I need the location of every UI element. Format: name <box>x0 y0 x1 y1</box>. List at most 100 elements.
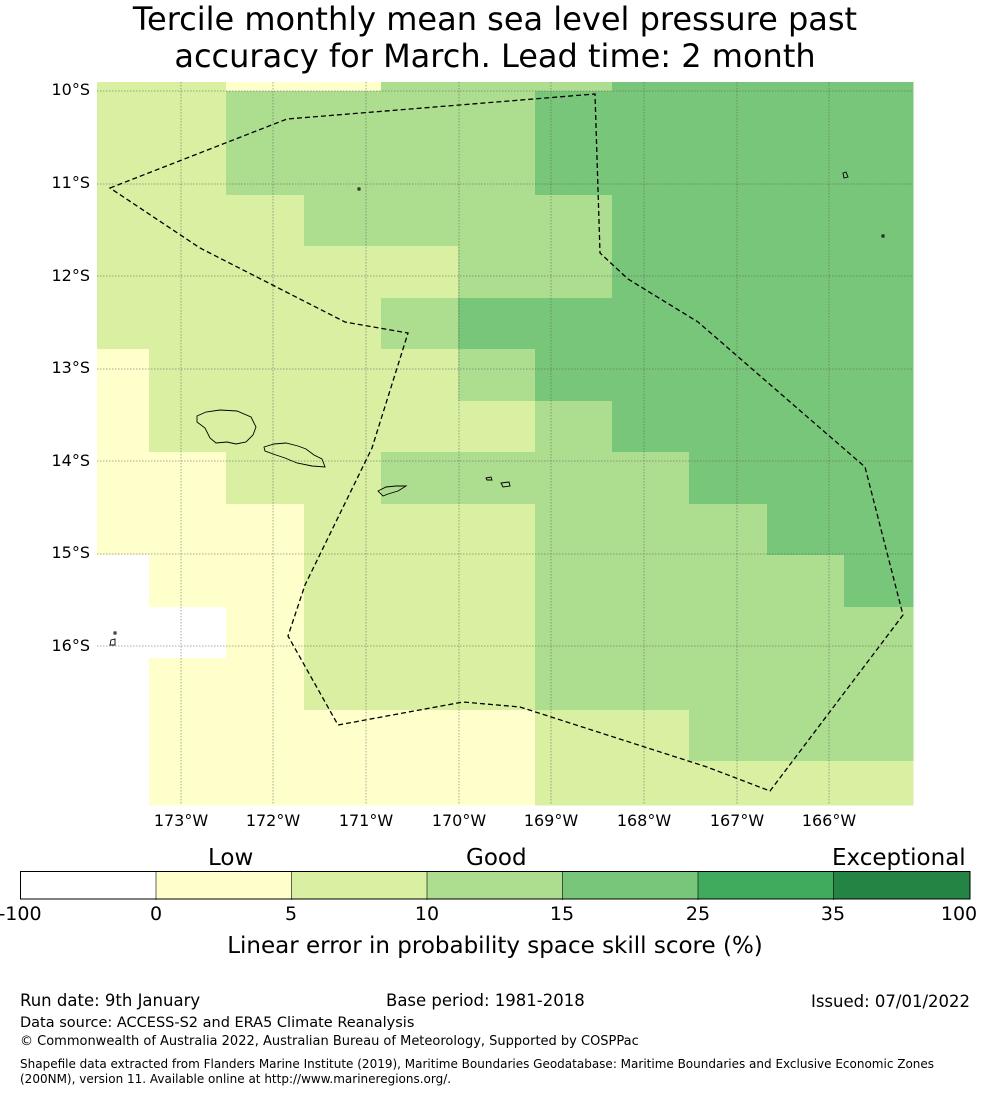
grid-cell <box>381 246 459 299</box>
eez-boundary <box>108 93 904 792</box>
grid-cell <box>149 761 227 806</box>
grid-cell <box>149 452 227 505</box>
grid-cell <box>689 452 768 505</box>
grid-cell <box>535 82 613 92</box>
grid-cell <box>535 607 613 659</box>
grid-cell <box>844 91 914 144</box>
colorbar-tick-35: 35 <box>820 903 846 925</box>
grid-cell <box>535 761 613 806</box>
grid-cell <box>226 452 305 505</box>
grid-cell <box>304 452 382 505</box>
grid-cell <box>612 195 690 247</box>
grid-cell <box>535 298 613 350</box>
colorbar-segment-15-25 <box>562 871 698 899</box>
grid-cell <box>381 298 459 350</box>
grid-cell <box>97 349 150 402</box>
grid-cell <box>689 401 768 453</box>
samoa-islands <box>196 409 511 497</box>
grid-cell <box>226 607 305 659</box>
grid-cell <box>458 401 536 453</box>
grid-cell <box>304 401 382 453</box>
tokelau-island <box>842 171 849 179</box>
colorbar-tick-5: 5 <box>284 903 298 925</box>
colorbar-category-good: Good <box>466 845 527 871</box>
grid-cell <box>226 761 305 806</box>
grid-cell <box>226 195 305 247</box>
grid-cell <box>304 710 382 762</box>
savaii-island <box>196 409 257 445</box>
colorbar-tick-10: 10 <box>414 903 440 925</box>
grid-cell <box>612 761 690 806</box>
grid-cell <box>535 195 613 247</box>
colorbar-category-exceptional: Exceptional <box>832 845 966 871</box>
grid-cell <box>612 349 690 402</box>
lat-label-13s: 13°S <box>51 358 90 377</box>
grid-cell <box>535 504 613 556</box>
lon-label-167w: 167°W <box>709 811 765 830</box>
lon-label-171w: 171°W <box>338 811 394 830</box>
lon-label-166w: 166°W <box>801 811 857 830</box>
grid-cell <box>226 246 305 299</box>
grid-cell <box>381 195 459 247</box>
grid-cell <box>689 761 768 806</box>
manua-ofu-island <box>485 476 493 481</box>
grid-cell <box>97 298 150 350</box>
grid-cell <box>149 710 227 762</box>
lat-label-15s: 15°S <box>51 543 90 562</box>
grid-cell <box>381 401 459 453</box>
grid-cell <box>844 504 914 556</box>
run-date: Run date: 9th January <box>20 991 201 1010</box>
tutuila-island <box>377 485 408 497</box>
grid-cell <box>381 658 459 711</box>
grid-cell <box>304 761 382 806</box>
colorbar-tick-minus-100: -100 <box>0 903 42 925</box>
grid-cell <box>304 607 382 659</box>
colorbar-segment-5-10 <box>291 871 427 899</box>
grid-cell <box>97 82 150 92</box>
grid-cell <box>97 452 150 505</box>
grid-cell <box>767 658 845 711</box>
grid-cell <box>149 82 227 92</box>
grid-cell <box>767 401 845 453</box>
grid-cell <box>381 607 459 659</box>
grid-cell <box>535 91 613 144</box>
wallis-island <box>109 638 116 646</box>
grid-cell <box>226 710 305 762</box>
grid-cell <box>97 401 150 453</box>
grid-cell <box>844 710 914 762</box>
lat-label-10s: 10°S <box>51 80 90 99</box>
grid-cell <box>535 452 613 505</box>
grid-cell <box>226 504 305 556</box>
grid-cell <box>97 555 150 608</box>
grid-cell <box>844 401 914 453</box>
grid-cell <box>535 710 613 762</box>
grid-cell <box>226 349 305 402</box>
grid-cell <box>767 298 845 350</box>
grid-cell <box>767 504 845 556</box>
grid-cell <box>458 195 536 247</box>
grid-cell <box>689 143 768 196</box>
grid-cell <box>458 298 536 350</box>
grid-cell <box>844 658 914 711</box>
grid-cell <box>458 349 536 402</box>
grid-cell <box>844 246 914 299</box>
grid-cell <box>97 195 150 247</box>
grid-cell <box>767 349 845 402</box>
grid-cell <box>304 91 382 144</box>
grid-cell <box>381 452 459 505</box>
grid-cell <box>844 298 914 350</box>
grid-cell <box>689 298 768 350</box>
grid-cell <box>844 195 914 247</box>
grid-cell <box>149 349 227 402</box>
grid-cell <box>304 298 382 350</box>
chart-title-line-2: accuracy for March. Lead time: 2 month <box>174 37 816 75</box>
grid-cell <box>458 452 536 505</box>
grid-cell <box>535 143 613 196</box>
grid-cell <box>381 349 459 402</box>
grid-cell <box>612 246 690 299</box>
manua-tau-island <box>500 481 511 488</box>
colorbar <box>20 871 971 900</box>
grid-cell <box>226 91 305 144</box>
grid-cell <box>97 143 150 196</box>
grid-cell <box>97 504 150 556</box>
